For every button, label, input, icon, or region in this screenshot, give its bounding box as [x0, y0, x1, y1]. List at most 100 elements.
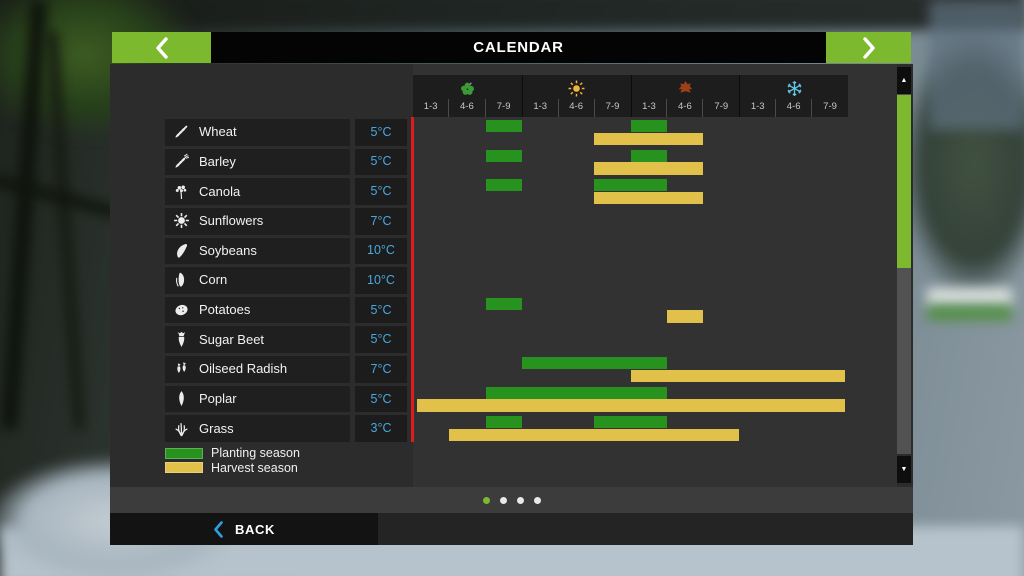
spring-flower-icon: [413, 75, 522, 99]
background-sky: [929, 0, 1024, 130]
crop-row-grass: Grass: [165, 414, 350, 442]
grass-icon: [173, 420, 190, 437]
crop-row-corn: Corn: [165, 266, 350, 294]
harvest-bar: [417, 399, 845, 412]
corn-icon: [173, 271, 190, 288]
legend-label: Planting season: [211, 446, 300, 460]
crop-temperature: 5°C: [355, 325, 407, 354]
legend-item: Harvest season: [165, 460, 298, 475]
crop-row-potatoes: Potatoes: [165, 295, 350, 324]
back-button[interactable]: BACK: [110, 513, 378, 545]
harvest-bar: [594, 191, 703, 205]
background-building: [927, 306, 1012, 320]
title-bar: CALENDAR: [110, 32, 913, 64]
crop-name: Soybeans: [199, 242, 257, 258]
period-tick-label: 4-6: [776, 99, 813, 117]
crop-temperature: 10°C: [355, 266, 407, 294]
scroll-up-button[interactable]: ▲: [897, 67, 911, 94]
page-dot-2[interactable]: [499, 496, 507, 504]
crop-temperature: 5°C: [355, 118, 407, 146]
crop-name: Barley: [199, 153, 236, 169]
harvest-bar: [449, 429, 740, 442]
crop-temperature: 5°C: [355, 384, 407, 413]
legend-swatch: [165, 462, 203, 473]
period-tick-label: 1-3: [632, 99, 668, 117]
soybean-icon: [173, 242, 190, 259]
planting-bar: [485, 416, 522, 429]
autumn-leaf-icon: [632, 75, 740, 99]
period-tick-label: 1-3: [413, 99, 450, 117]
crop-name: Corn: [199, 272, 228, 288]
oilseed-radish-icon: [173, 360, 190, 377]
page-indicator: [110, 487, 913, 513]
period-tick-label: 7-9: [714, 101, 729, 112]
period-tick-label: 1-3: [740, 99, 777, 117]
season-winter: 1-3 4-6 7-9: [739, 75, 848, 117]
crop-row-sugar-beet: Sugar Beet: [165, 325, 350, 354]
crop-temperature: 7°C: [355, 206, 407, 235]
period-tick-label: 7-9: [605, 101, 620, 112]
planting-bar: [485, 120, 522, 132]
planting-bar: [594, 416, 667, 429]
page-dot-1[interactable]: [482, 496, 490, 504]
planting-bar: [630, 149, 667, 162]
legend-label: Harvest season: [211, 460, 298, 475]
chevron-left-icon: [155, 36, 168, 59]
season-header: 1-3 4-6 7-9 1-3 4-6 7-9 1-3 4-6 7-9 1-3 4-6 7-9: [413, 75, 848, 117]
season-spring: 1-3 4-6 7-9: [413, 75, 522, 117]
barley-icon: [173, 153, 190, 170]
planting-bar: [485, 179, 522, 192]
page-dot-3[interactable]: [516, 496, 524, 504]
period-tick-label: 1-3: [523, 99, 559, 117]
page-title: CALENDAR: [473, 39, 564, 56]
sugar-beet-icon: [173, 331, 190, 348]
season-tick-row: 1-3 4-6 7-9: [740, 99, 848, 117]
planting-bar: [594, 179, 667, 192]
previous-page-button[interactable]: [112, 32, 211, 63]
chevron-left-icon: [214, 520, 223, 538]
crop-temperature: 5°C: [355, 295, 407, 324]
canola-icon: [173, 183, 190, 200]
crop-row-sunflowers: Sunflowers: [165, 206, 350, 235]
background-building: [927, 288, 1012, 306]
crop-temperature: 3°C: [355, 414, 407, 442]
calendar-content: 1-3 4-6 7-9 1-3 4-6 7-9 1-3 4-6 7-9 1-3 4-6 7-9 Whe…: [110, 64, 913, 487]
back-button-label: BACK: [235, 521, 275, 537]
planting-bar: [485, 149, 522, 162]
period-tick-label: 4-6: [559, 99, 595, 117]
scrollbar: ▲ ▼: [897, 67, 911, 483]
crop-row-wheat: Wheat: [165, 118, 350, 146]
crop-name: Sunflowers: [199, 213, 264, 229]
wheat-icon: [173, 123, 190, 140]
season-tick-row: 1-3 4-6 7-9: [523, 99, 631, 117]
period-tick-label: 7-9: [823, 101, 837, 112]
harvest-bar: [666, 310, 703, 323]
chevron-right-icon: [862, 36, 875, 59]
page-dot-4[interactable]: [533, 496, 541, 504]
crop-temperature: 7°C: [355, 355, 407, 383]
scrollbar-thumb[interactable]: [897, 95, 911, 268]
scroll-down-button[interactable]: ▼: [897, 456, 911, 483]
crop-name: Grass: [199, 420, 234, 436]
crop-row-canola: Canola: [165, 177, 350, 205]
crop-name: Canola: [199, 183, 241, 199]
legend-swatch: [165, 447, 203, 459]
harvest-bar: [630, 369, 845, 383]
crop-temperature: 10°C: [355, 236, 407, 265]
crop-row-poplar: Poplar: [165, 384, 350, 413]
crop-temperature: 5°C: [355, 177, 407, 205]
crop-name: Oilseed Radish: [199, 361, 288, 377]
poplar-icon: [173, 390, 190, 407]
next-page-button[interactable]: [826, 32, 911, 63]
crop-name: Potatoes: [199, 302, 251, 318]
planting-bar: [485, 386, 667, 399]
crop-name: Wheat: [199, 124, 237, 140]
season-autumn: 1-3 4-6 7-9: [630, 75, 740, 117]
title-plate: CALENDAR: [211, 32, 826, 63]
crop-name: Sugar Beet: [199, 331, 265, 347]
crop-row-barley: Barley: [165, 147, 350, 176]
planting-bar: [521, 357, 667, 370]
period-tick-label: 4-6: [667, 99, 704, 117]
harvest-bar: [594, 132, 703, 145]
